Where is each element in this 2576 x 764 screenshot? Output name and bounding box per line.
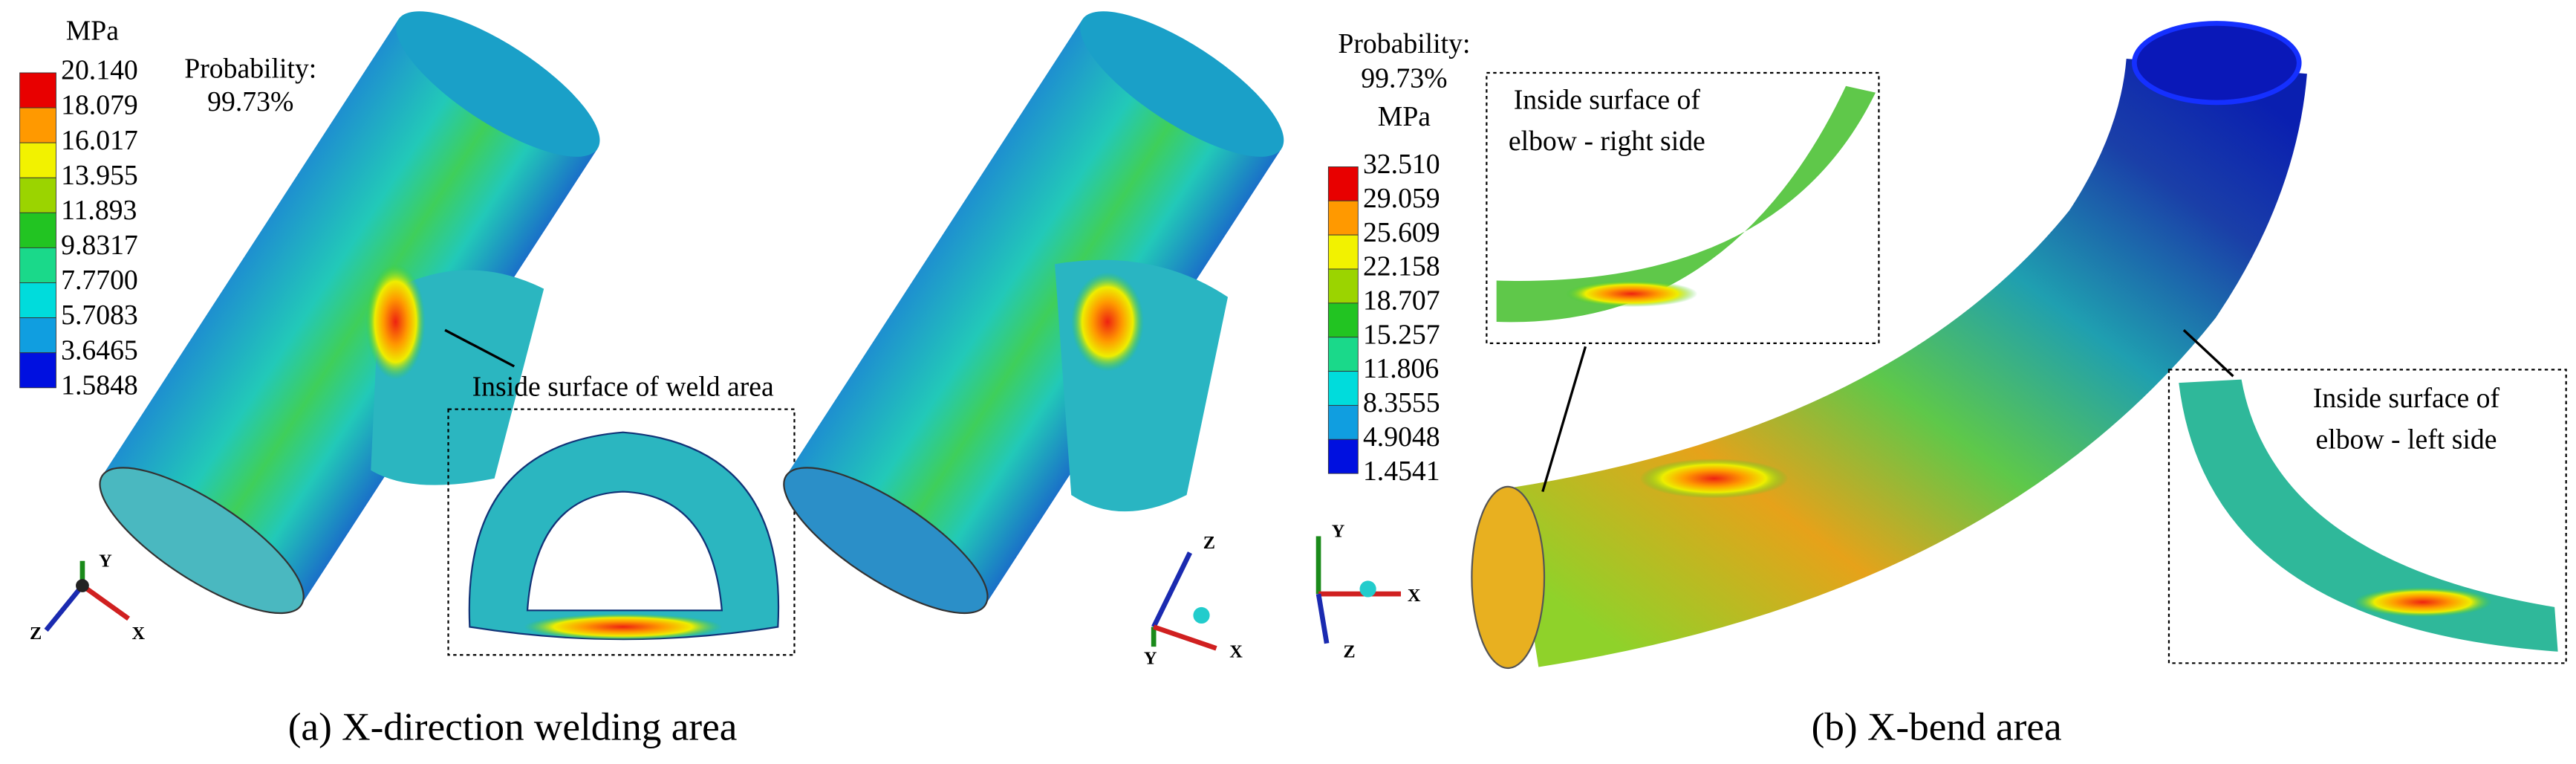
axis-label: Z xyxy=(1203,533,1215,553)
axis-label: Z xyxy=(30,624,42,644)
legend-band xyxy=(19,212,56,248)
elbow-end xyxy=(1471,485,1546,670)
legend-label: 8.3555 xyxy=(1363,387,1440,418)
legend-label: 11.893 xyxy=(61,195,137,226)
hotspot xyxy=(524,613,722,641)
legend-unit: MPa xyxy=(1378,101,1431,132)
legend-label: 1.4541 xyxy=(1363,456,1440,487)
weld-inset xyxy=(468,431,780,641)
hotspot xyxy=(1565,280,1698,308)
annotation: Inside surface of weld area xyxy=(472,372,774,403)
legend-label: 32.510 xyxy=(1363,149,1440,180)
legend-label: 25.609 xyxy=(1363,217,1440,248)
caption: (a) X-direction welding area xyxy=(288,705,738,748)
legend-label: 18.707 xyxy=(1363,285,1440,317)
hotspot xyxy=(1639,459,1789,499)
legend-band xyxy=(19,177,56,213)
leader xyxy=(444,328,515,368)
legend-label: 4.9048 xyxy=(1363,421,1440,453)
caption: (b) X-bend area xyxy=(1812,705,2062,748)
legend-label: 20.140 xyxy=(61,55,138,86)
legend-band xyxy=(1327,371,1359,406)
axis-triad: Y X Z xyxy=(1315,522,1421,662)
probability-label: Probability: xyxy=(184,53,316,84)
legend-label: 15.257 xyxy=(1363,319,1440,350)
elbow-inset xyxy=(1496,85,1876,323)
tee-pipe xyxy=(99,11,600,615)
probability-label: Probability: xyxy=(1338,28,1470,59)
legend-band xyxy=(1327,234,1359,270)
legend-band xyxy=(19,282,56,319)
legend-label: 3.6465 xyxy=(61,334,138,366)
hotspot xyxy=(365,264,426,380)
leader xyxy=(2182,328,2234,378)
legend-label: 9.8317 xyxy=(61,230,138,261)
axis-triad: Y Z X xyxy=(30,551,146,644)
legend-label: 11.806 xyxy=(1363,353,1439,384)
hotspot xyxy=(1071,272,1144,372)
legend-band xyxy=(1327,302,1359,338)
tee-pipe xyxy=(783,11,1284,615)
inset-box xyxy=(447,408,796,656)
inset-box xyxy=(2167,369,2567,664)
annotation: elbow - left side xyxy=(2315,424,2497,456)
legend-band xyxy=(19,317,56,354)
elbow-pipe xyxy=(1510,57,2307,667)
legend-unit: MPa xyxy=(66,15,119,46)
legend-band xyxy=(1327,438,1359,474)
legend-band xyxy=(1327,404,1359,440)
legend-band xyxy=(19,352,56,389)
legend-label: 29.059 xyxy=(1363,183,1440,214)
axis-triad: Z Y X xyxy=(1144,533,1243,668)
probability-value: 99.73% xyxy=(207,86,293,117)
legend-band xyxy=(1327,200,1359,236)
legend-band xyxy=(1327,166,1359,201)
inset-box xyxy=(1486,71,1880,344)
legend-band xyxy=(19,142,56,178)
annotation: Inside surface of xyxy=(1514,85,1701,116)
axis-label: X xyxy=(1229,642,1243,662)
axis-label: X xyxy=(132,624,146,644)
legend-label: 5.7083 xyxy=(61,300,138,331)
elbow-end xyxy=(2132,21,2302,106)
annotation: Inside surface of xyxy=(2313,383,2500,414)
legend-label: 1.5848 xyxy=(61,369,138,401)
axis-label: Z xyxy=(1343,642,1355,662)
annotation: elbow - right side xyxy=(1509,126,1705,157)
legend-label: 13.955 xyxy=(61,160,138,191)
legend-band xyxy=(19,107,56,143)
axis-label: Y xyxy=(99,551,112,572)
legend-band xyxy=(19,72,56,109)
legend-band xyxy=(1327,337,1359,372)
legend-band xyxy=(1327,268,1359,304)
probability-value: 99.73% xyxy=(1361,63,1447,94)
legend-band xyxy=(19,247,56,283)
legend-label: 22.158 xyxy=(1363,251,1440,282)
legend-label: 18.079 xyxy=(61,90,138,121)
axis-label: Y xyxy=(1144,648,1157,668)
axis-label: X xyxy=(1408,586,1421,606)
leader xyxy=(1541,346,1587,493)
legend-label: 16.017 xyxy=(61,125,138,156)
hotspot xyxy=(2353,587,2492,618)
axis-label: Y xyxy=(1332,522,1345,542)
legend-label: 7.7700 xyxy=(61,265,138,296)
